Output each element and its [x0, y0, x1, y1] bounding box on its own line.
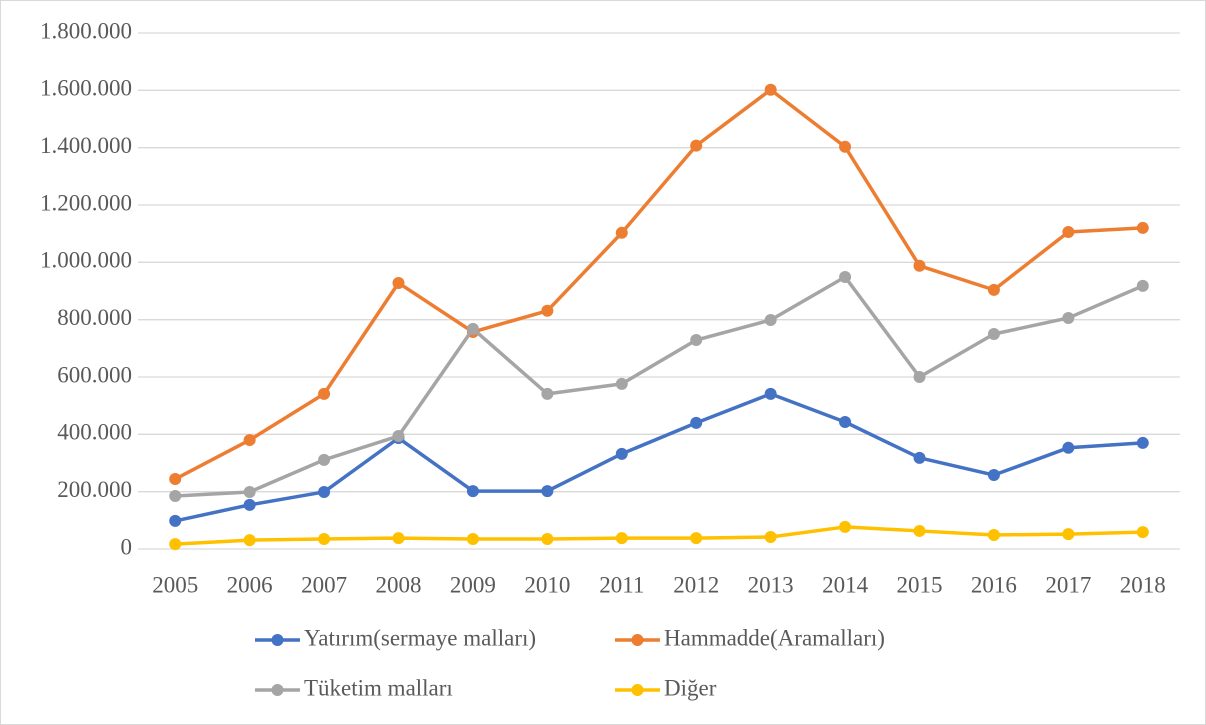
data-point	[541, 532, 554, 545]
data-point	[392, 430, 405, 443]
data-point	[987, 469, 1000, 482]
data-point	[466, 532, 479, 545]
data-point	[1062, 528, 1075, 541]
x-tick-label: 2005	[152, 572, 198, 597]
data-point	[466, 485, 479, 498]
x-tick-label: 2006	[227, 572, 273, 597]
data-point	[764, 313, 777, 326]
data-point	[690, 532, 703, 545]
series-line	[175, 275, 1144, 498]
data-point	[1136, 436, 1149, 449]
x-tick-label: 2010	[524, 572, 570, 597]
data-point	[169, 514, 182, 527]
x-tick-label: 2017	[1045, 572, 1091, 597]
data-point	[1136, 279, 1149, 292]
data-point	[987, 328, 1000, 340]
y-tick-label: 400.000	[57, 420, 132, 445]
data-point	[1062, 311, 1075, 324]
y-tick-label: 1.000.000	[40, 248, 132, 273]
y-tick-label: 0	[121, 534, 133, 559]
data-point	[1062, 225, 1075, 238]
x-tick-label: 2008	[376, 572, 422, 597]
data-point	[764, 530, 777, 543]
data-point	[392, 276, 405, 289]
x-tick-label: 2007	[301, 572, 347, 597]
data-point	[169, 489, 182, 502]
y-tick-label: 800.000	[57, 305, 132, 330]
data-point	[1136, 526, 1149, 539]
legend-label: Diğer	[664, 675, 717, 700]
data-point	[913, 259, 926, 272]
data-point	[541, 304, 554, 317]
data-point	[243, 498, 256, 511]
data-point	[764, 387, 777, 400]
data-point	[690, 139, 703, 152]
data-point	[615, 377, 628, 390]
data-point	[318, 453, 331, 466]
x-tick-label: 2011	[599, 572, 644, 597]
series-line	[174, 88, 1143, 481]
x-tick-label: 2012	[673, 572, 719, 597]
x-tick-label: 2013	[748, 572, 794, 597]
data-point	[987, 283, 1000, 296]
data-point	[169, 473, 182, 486]
legend-marker	[271, 634, 284, 646]
data-point	[987, 528, 1000, 541]
series-line	[174, 392, 1143, 523]
data-point	[466, 322, 479, 335]
legend-marker	[631, 684, 644, 696]
data-point	[615, 447, 628, 460]
data-point	[1062, 441, 1075, 454]
data-point	[615, 226, 628, 239]
data-point	[913, 451, 926, 464]
data-point	[913, 524, 926, 537]
series-line	[175, 525, 1143, 546]
data-point	[318, 532, 331, 545]
data-point	[541, 387, 554, 400]
data-point	[243, 534, 256, 547]
data-point	[541, 485, 554, 498]
data-point	[169, 538, 182, 551]
x-tick-label: 2015	[897, 572, 943, 597]
data-point	[392, 532, 405, 545]
data-point	[690, 334, 703, 347]
data-point	[1136, 221, 1149, 234]
x-tick-label: 2016	[971, 572, 1017, 597]
y-tick-label: 1.400.000	[40, 133, 132, 158]
legend-marker	[271, 684, 284, 696]
x-tick-label: 2018	[1120, 572, 1166, 597]
x-tick-label: 2009	[450, 572, 496, 597]
data-point	[913, 371, 926, 383]
y-tick-label: 1.200.000	[40, 190, 132, 215]
data-point	[615, 532, 628, 545]
y-tick-label: 200.000	[57, 477, 132, 502]
legend-label: Yatırım(sermaye malları)	[304, 625, 536, 650]
data-point	[243, 434, 256, 447]
y-tick-label: 1.800.000	[40, 18, 132, 43]
x-tick-label: 2014	[822, 572, 869, 597]
y-tick-label: 1.600.000	[40, 76, 132, 101]
y-tick-label: 600.000	[57, 362, 132, 387]
data-point	[764, 83, 777, 96]
data-point	[318, 387, 331, 400]
data-point	[318, 485, 331, 498]
data-point	[243, 485, 256, 498]
data-point	[839, 270, 852, 283]
data-point	[839, 416, 852, 429]
legend-label: Hammadde(Aramalları)	[664, 625, 885, 650]
data-point	[690, 416, 703, 429]
legend-marker	[631, 634, 644, 646]
legend-label: Tüketim malları	[304, 675, 453, 700]
data-point	[839, 140, 852, 153]
data-point	[839, 520, 852, 533]
